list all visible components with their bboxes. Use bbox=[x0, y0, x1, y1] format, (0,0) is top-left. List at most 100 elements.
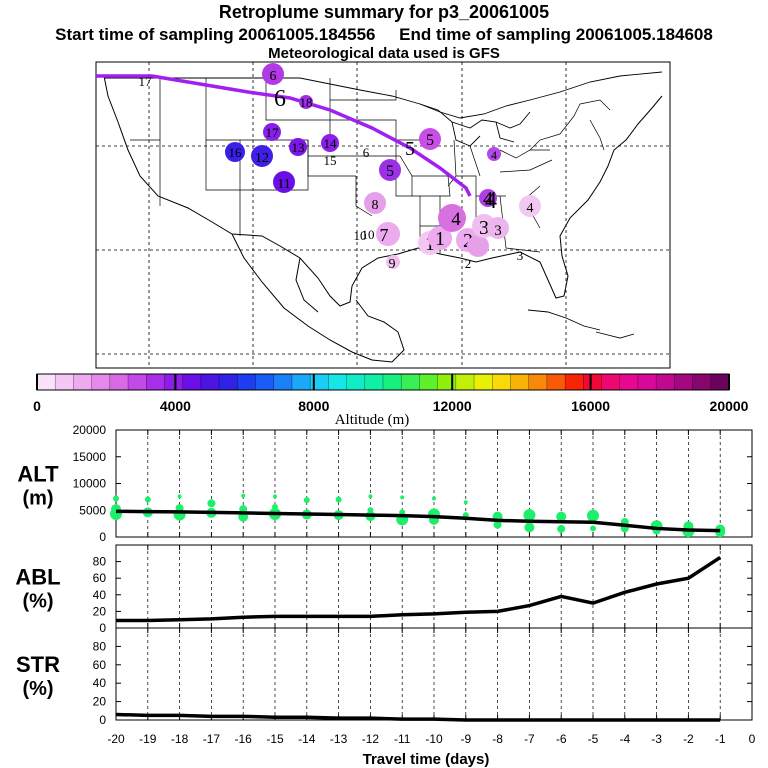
map-extra-labels: 6 5 4 17 6 10 bbox=[139, 74, 498, 243]
colorbar-tick-label: 4000 bbox=[160, 398, 191, 414]
colorbar-cell bbox=[55, 374, 74, 390]
map-marker: 16 bbox=[225, 142, 245, 162]
colorbar-label: Altitude (m) bbox=[335, 412, 410, 428]
colorbar-cell bbox=[346, 374, 366, 390]
colorbar-cell bbox=[692, 374, 712, 390]
marker-dot bbox=[262, 63, 284, 85]
x-tick-label: -17 bbox=[203, 732, 221, 746]
x-tick-label: -8 bbox=[492, 732, 503, 746]
met-data-label: Meteorological data used is GFS bbox=[268, 45, 500, 62]
svg-text:4: 4 bbox=[527, 201, 534, 216]
x-tick-label: -19 bbox=[139, 732, 157, 746]
y-tick-label: 60 bbox=[93, 571, 107, 585]
colorbar-cell bbox=[401, 374, 420, 390]
y-axis-unit: (%) bbox=[22, 678, 53, 700]
svg-text:5: 5 bbox=[386, 163, 394, 180]
svg-text:4: 4 bbox=[491, 148, 497, 162]
x-tick-label: 0 bbox=[749, 732, 756, 746]
y-tick-label: 20000 bbox=[73, 423, 107, 437]
marker-dot bbox=[364, 192, 386, 214]
marker-label-6-large: 6 bbox=[274, 86, 286, 112]
map-frame bbox=[95, 61, 671, 369]
colorbar-tick-label: 8000 bbox=[298, 398, 329, 414]
svg-text:1: 1 bbox=[435, 228, 445, 250]
marker-dot bbox=[273, 171, 295, 193]
colorbar-cell bbox=[437, 374, 457, 390]
y-tick-label: 80 bbox=[93, 555, 107, 569]
marker-dot bbox=[225, 142, 245, 162]
map-marker: 3 bbox=[517, 248, 524, 263]
colorbar-cell bbox=[255, 374, 275, 390]
svg-text:2: 2 bbox=[465, 256, 472, 271]
colorbar-cell bbox=[273, 374, 293, 390]
colorbar-tick-label: 12000 bbox=[433, 398, 472, 414]
mexico-outline bbox=[231, 233, 405, 363]
colorbar-cell bbox=[219, 374, 238, 390]
colorbar-cell bbox=[619, 374, 639, 390]
colorbar-cell bbox=[291, 374, 311, 390]
y-axis-unit: (%) bbox=[22, 591, 53, 613]
y-axis-title: ABL bbox=[15, 565, 60, 590]
x-tick-label: -12 bbox=[362, 732, 380, 746]
colorbar-cell bbox=[583, 374, 603, 390]
x-tick-label: -10 bbox=[425, 732, 443, 746]
marker-dot bbox=[289, 138, 307, 156]
colorbar-cell bbox=[674, 374, 694, 390]
altitude-point bbox=[368, 494, 373, 499]
colorbar-cell bbox=[91, 374, 111, 390]
great-lakes bbox=[419, 103, 531, 147]
map-marker: 2 bbox=[465, 235, 489, 271]
x-tick-label: -7 bbox=[524, 732, 535, 746]
colorbar-cell bbox=[109, 374, 129, 390]
colorbar-cell bbox=[182, 374, 202, 390]
colorbar-cell bbox=[328, 374, 348, 390]
marker-dot bbox=[251, 145, 273, 167]
x-axis-title: Travel time (days) bbox=[363, 751, 490, 768]
colorbar-cell bbox=[474, 374, 493, 390]
altitude-point bbox=[113, 495, 119, 502]
colorbar-cell bbox=[455, 374, 475, 390]
map-marker: 4 bbox=[487, 147, 501, 162]
x-tick-label: -3 bbox=[651, 732, 662, 746]
svg-text:11: 11 bbox=[277, 177, 290, 192]
altitude-point bbox=[177, 494, 182, 499]
svg-text:18: 18 bbox=[300, 95, 313, 110]
colorbar: 0 4000 8000 12000 16000 20000 Altitude (m) bbox=[33, 373, 749, 428]
altitude-point bbox=[587, 509, 599, 522]
svg-text:15: 15 bbox=[324, 153, 337, 168]
colorbar-cell bbox=[310, 374, 329, 390]
altitude-point bbox=[524, 522, 535, 533]
y-tick-label: 10000 bbox=[73, 477, 107, 491]
y-tick-label: 0 bbox=[99, 621, 106, 635]
map-marker: 4 bbox=[519, 195, 541, 217]
canada-border bbox=[104, 71, 663, 119]
svg-text:4: 4 bbox=[451, 209, 461, 230]
colorbar-cell bbox=[565, 374, 584, 390]
y-tick-label: 40 bbox=[93, 588, 107, 602]
y-tick-label: 15000 bbox=[73, 450, 107, 464]
retroplume-markers: 1 1 1 2 2 3 3 3 4 4 4 4 5 5 6 7 8 9 10 1… bbox=[225, 63, 541, 272]
trajectory-line bbox=[96, 74, 472, 197]
marker-label-10: 10 bbox=[354, 228, 367, 243]
time-series-panels: 05000100001500020000ALT(m)020406080ABL(%… bbox=[15, 423, 755, 768]
svg-text:4: 4 bbox=[483, 188, 493, 210]
y-tick-label: 0 bbox=[99, 530, 106, 544]
altitude-point bbox=[556, 511, 567, 522]
marker-dot bbox=[519, 195, 541, 217]
marker-dot bbox=[419, 128, 441, 150]
marker-dot bbox=[321, 134, 339, 152]
x-tick-label: -11 bbox=[394, 732, 411, 746]
marker-dot bbox=[263, 123, 281, 141]
colorbar-cell bbox=[492, 374, 511, 390]
colorbar-tick-label: 16000 bbox=[571, 398, 610, 414]
marker-dot bbox=[428, 226, 452, 250]
y-tick-label: 40 bbox=[93, 676, 107, 690]
panel-abl: 0 20 40 60 80 ABL(%) bbox=[15, 544, 753, 635]
map-marker: 15 bbox=[324, 153, 337, 168]
map-marker: 5 bbox=[379, 159, 401, 181]
altitude-point bbox=[432, 496, 436, 501]
altitude-point bbox=[493, 520, 502, 529]
map-marker: 5 bbox=[419, 128, 441, 150]
